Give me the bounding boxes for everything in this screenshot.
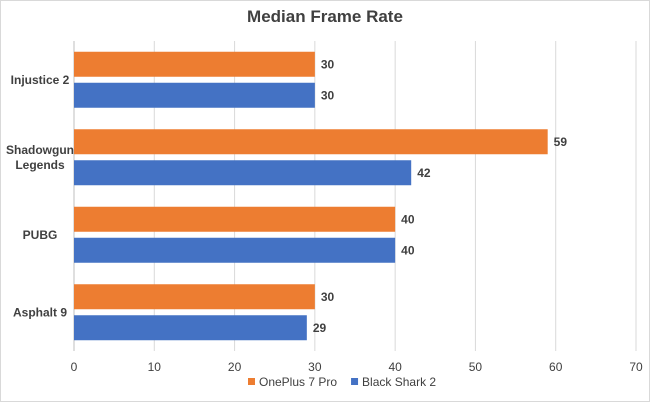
bar xyxy=(74,160,412,186)
bar xyxy=(74,51,315,77)
x-tick-label: 40 xyxy=(388,360,402,374)
x-tick-label: 0 xyxy=(71,360,78,374)
data-label: 29 xyxy=(313,321,327,335)
category-label: Legends xyxy=(15,158,65,172)
data-label: 30 xyxy=(321,57,335,71)
legend-label: OnePlus 7 Pro xyxy=(259,375,337,389)
x-tick-label: 20 xyxy=(228,360,242,374)
chart-title: Median Frame Rate xyxy=(247,7,403,26)
bar xyxy=(74,82,315,108)
bar xyxy=(74,237,396,263)
category-label: Injustice 2 xyxy=(11,73,70,87)
legend-label: Black Shark 2 xyxy=(362,375,436,389)
category-label: Shadowgun xyxy=(6,143,74,157)
bar xyxy=(74,284,315,310)
bar xyxy=(74,315,307,341)
legend-swatch xyxy=(248,378,255,385)
bar xyxy=(74,206,396,232)
legend-swatch xyxy=(351,378,359,385)
category-label: PUBG xyxy=(23,228,58,242)
data-label: 40 xyxy=(401,243,415,257)
data-label: 30 xyxy=(321,290,335,304)
data-label: 42 xyxy=(417,166,431,180)
x-tick-label: 70 xyxy=(629,360,643,374)
x-tick-label: 60 xyxy=(549,360,563,374)
x-tick-label: 50 xyxy=(469,360,483,374)
x-tick-label: 10 xyxy=(148,360,162,374)
data-label: 59 xyxy=(554,135,568,149)
category-label: Asphalt 9 xyxy=(13,305,67,319)
bar xyxy=(74,129,548,155)
x-tick-label: 30 xyxy=(308,360,322,374)
data-label: 40 xyxy=(401,212,415,226)
data-label: 30 xyxy=(321,88,335,102)
